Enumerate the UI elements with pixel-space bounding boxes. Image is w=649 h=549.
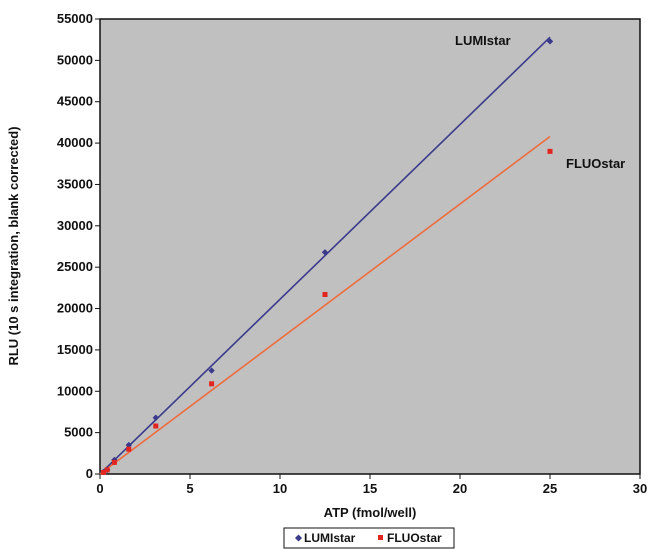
- y-tick-label: 10000: [57, 383, 93, 398]
- point-fluostar: [101, 469, 107, 475]
- fit-line-lumistar: [99, 36, 551, 475]
- y-tick-label: 5000: [64, 425, 93, 440]
- annotation-fluostar: FLUOstar: [566, 156, 625, 171]
- y-tick-label: 40000: [57, 135, 93, 150]
- data-points: [100, 38, 554, 476]
- plot-area: [99, 18, 641, 475]
- x-axis: 0 5 10 15 20 25 30: [96, 474, 647, 496]
- y-tick-label: 15000: [57, 342, 93, 357]
- fit-lines: [99, 36, 551, 475]
- x-tick-label: 15: [363, 481, 377, 496]
- y-axis-title: RLU (10 s integration, blank corrected): [6, 126, 21, 365]
- annotation-lumistar: LUMIstar: [455, 33, 511, 48]
- x-tick-label: 20: [453, 481, 467, 496]
- point-fluostar: [104, 467, 110, 473]
- x-tick-label: 30: [633, 481, 647, 496]
- point-fluostar: [111, 459, 117, 465]
- legend-fluostar-marker: [378, 535, 383, 540]
- y-tick-label: 55000: [57, 11, 93, 26]
- point-fluostar: [209, 381, 215, 387]
- legend-box: [283, 527, 455, 549]
- y-axis: 0 5000 10000 15000 20000 25000 30000 35000 40000…: [57, 11, 100, 481]
- point-lumistar: [208, 367, 215, 374]
- point-fluostar: [322, 291, 328, 297]
- y-tick-label: 50000: [57, 52, 93, 67]
- x-tick-label: 0: [96, 481, 103, 496]
- legend-fluostar-label: FLUOstar: [387, 531, 442, 545]
- x-tick-label: 10: [273, 481, 287, 496]
- x-tick-label: 5: [186, 481, 193, 496]
- y-tick-label: 25000: [57, 259, 93, 274]
- y-tick-label: 35000: [57, 176, 93, 191]
- legend-lumistar-marker: [295, 534, 302, 542]
- legend: LUMIstar FLUOstar: [283, 527, 455, 549]
- x-axis-title: ATP (fmol/well): [324, 505, 417, 520]
- y-tick-label: 0: [86, 466, 93, 481]
- point-fluostar: [153, 423, 159, 429]
- point-lumistar: [546, 38, 554, 45]
- y-tick-label: 45000: [57, 94, 93, 109]
- point-lumistar: [152, 414, 159, 421]
- y-tick-label: 30000: [57, 218, 93, 233]
- point-lumistar: [321, 249, 329, 256]
- x-tick-label: 25: [543, 481, 557, 496]
- point-lumistar: [125, 441, 132, 449]
- y-tick-label: 20000: [57, 301, 93, 316]
- legend-lumistar-label: LUMIstar: [304, 531, 356, 545]
- point-fluostar: [126, 446, 132, 452]
- fit-line-fluostar: [99, 135, 551, 475]
- point-fluostar: [547, 148, 553, 154]
